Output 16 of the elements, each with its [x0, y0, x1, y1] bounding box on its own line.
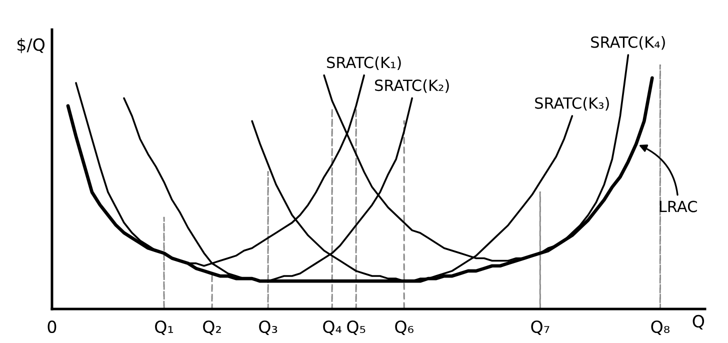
text: LRAC	[660, 200, 697, 212]
y-axis-title: $/Q	[17, 38, 45, 54]
x-tick-label: Q₁	[155, 320, 174, 335]
x-tick-label: Q₈	[651, 320, 670, 335]
x-tick-label: Q₂	[203, 320, 221, 335]
x-tick-label: Q₄	[323, 320, 342, 335]
x-axis-title: Q	[692, 314, 704, 330]
x-tick-label: Q₅	[347, 320, 366, 335]
series-label: SRATC(K₂)	[375, 79, 449, 93]
series-label: SRATC(K₄)	[591, 36, 665, 50]
series-label: SRATC(K₁)	[327, 56, 401, 70]
x-tick-label: Q₃	[259, 320, 278, 335]
series-label: SRATC(K₃)	[535, 97, 609, 111]
x-tick-label: 0	[48, 320, 56, 334]
x-tick-label: Q₇	[531, 320, 550, 335]
x-tick-label: Q₆	[395, 320, 414, 335]
